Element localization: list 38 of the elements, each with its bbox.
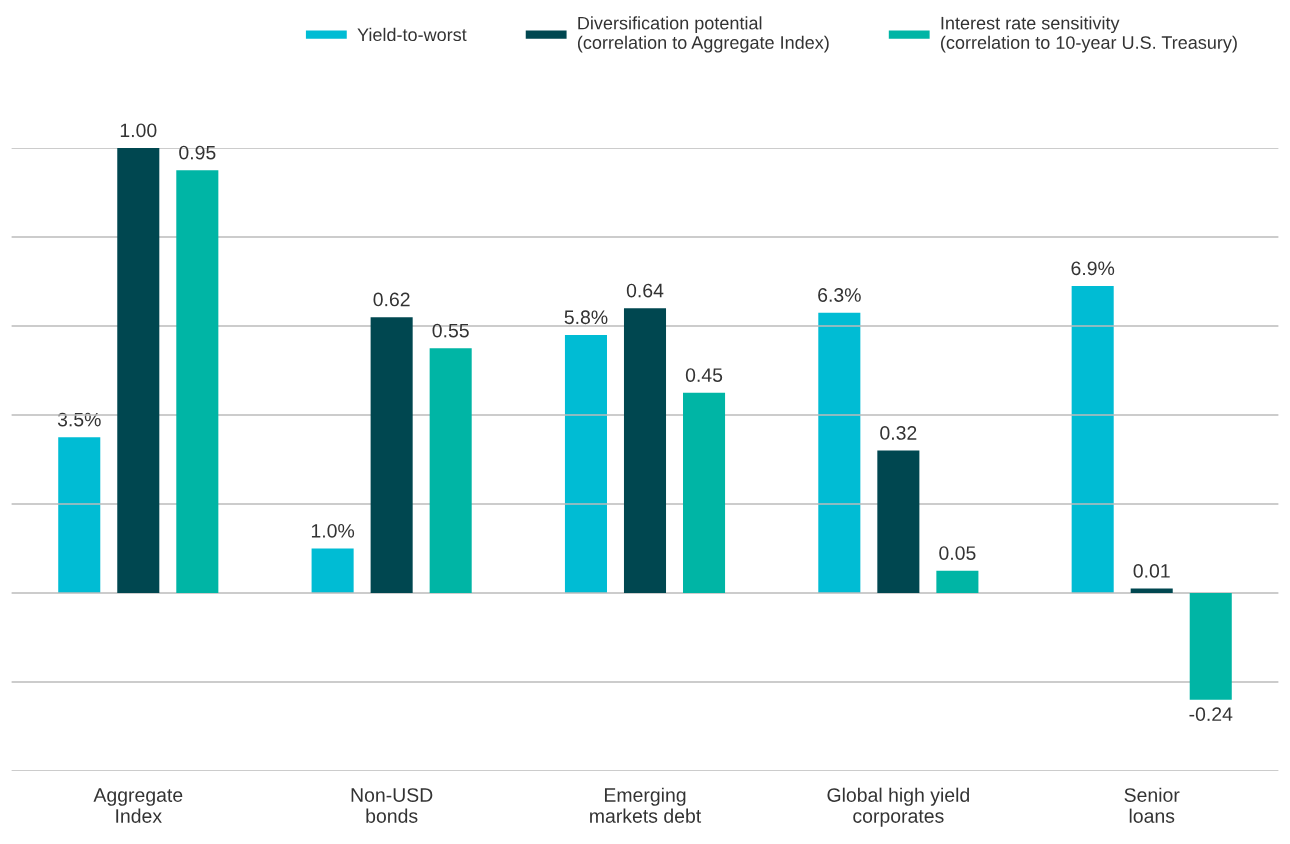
data-label: 0.01 (1133, 564, 1170, 578)
data-label: 0.05 (939, 546, 976, 560)
bar (370, 317, 413, 594)
bar (936, 570, 979, 594)
data-label: 5.8% (564, 310, 608, 325)
bar (429, 348, 472, 594)
x-tick-label: Emerging markets debt (590, 787, 702, 823)
data-label: 0.95 (179, 145, 216, 160)
legend-label: Yield-to-worst (357, 27, 467, 42)
data-label: 0.64 (626, 283, 664, 298)
bar (877, 450, 920, 594)
bar (58, 437, 101, 594)
bar (623, 308, 667, 594)
x-tick-label: Aggregate Index (93, 788, 183, 823)
data-label: 0.32 (880, 426, 917, 440)
data-label: 6.9% (1071, 261, 1115, 276)
data-label: 1.00 (120, 123, 157, 138)
data-label: 3.5% (57, 412, 101, 427)
data-label: 0.55 (432, 323, 469, 338)
bar (1071, 285, 1114, 594)
bar (564, 334, 607, 594)
bar (117, 148, 160, 594)
bar (818, 312, 861, 594)
bar (176, 170, 219, 594)
x-tick-label: Non-USD bonds (351, 788, 433, 823)
data-label: 1.0% (311, 523, 355, 538)
bar (1189, 593, 1232, 700)
bar (1130, 588, 1173, 594)
data-label: 0.62 (373, 292, 410, 307)
x-tick-label: Senior loans (1124, 787, 1180, 823)
legend-label: Diversification potential (correlation to Aggregate Index) (577, 16, 829, 53)
data-label: 0.45 (685, 368, 723, 382)
x-tick-label: Global high yield corporates (827, 787, 969, 827)
bar (683, 392, 726, 594)
legend-label: Interest rate sensitivity (correlation to 10-year U.S. Treasury) (941, 16, 1237, 53)
data-label: -0.24 (1189, 707, 1233, 722)
data-label: 6.3% (818, 288, 861, 302)
bar (311, 548, 354, 594)
